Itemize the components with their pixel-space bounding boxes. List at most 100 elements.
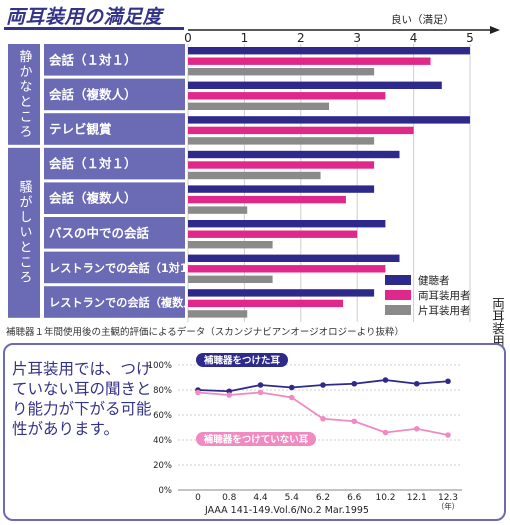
bar-1-6 xyxy=(188,265,386,273)
x-tick-label: 1 xyxy=(241,31,249,45)
bar-0-5 xyxy=(188,220,386,228)
legend-swatch xyxy=(385,290,411,300)
data-point-1-2 xyxy=(257,389,264,396)
x-tick-label: 3 xyxy=(353,31,361,45)
category-label: 会話（複数人） xyxy=(49,87,137,102)
x-axis-title: 良い（満足） xyxy=(391,13,454,26)
legend-label: 健聴者 xyxy=(418,274,450,287)
data-point-1-4 xyxy=(320,415,326,422)
bar-1-1 xyxy=(188,92,386,100)
data-point-0-3 xyxy=(288,384,295,391)
bar-0-1 xyxy=(188,81,442,89)
data-point-1-0 xyxy=(195,389,201,396)
legend-item: 健聴者 xyxy=(385,273,450,287)
category-label-box xyxy=(44,113,185,145)
x-tick-label: 0 xyxy=(184,31,192,45)
x-tick-label: 2 xyxy=(297,31,305,45)
x-tick-label: 12.3 xyxy=(438,493,458,503)
category-label-box xyxy=(44,44,185,76)
bar-1-3 xyxy=(188,161,375,169)
footnote: 補聴器１年間使用後の主観的評価によるデータ（スカンジナビアンオージオロジーより抜… xyxy=(6,327,404,338)
data-point-0-2 xyxy=(257,382,264,388)
group-label-box xyxy=(8,147,40,318)
bar-1-7 xyxy=(188,299,344,308)
category-label: 会話（１対１） xyxy=(49,156,137,171)
legend: 健聴者両耳装用者片耳装用者 xyxy=(385,273,505,317)
x-tick-label: 12.1 xyxy=(407,493,427,503)
source-citation: JAAA 141-149.Vol.6/No.2 Mar.1995 xyxy=(205,505,369,516)
x-tick-label: 4 xyxy=(410,31,418,45)
category-label: バスの中での会話 xyxy=(49,225,150,240)
bar-2-3 xyxy=(188,171,321,180)
bar-2-0 xyxy=(188,68,375,76)
category-label-box xyxy=(44,217,185,249)
y-tick-label: 0% xyxy=(159,486,173,496)
data-point-0-4 xyxy=(320,382,326,388)
x-tick-label: 0.8 xyxy=(222,493,237,503)
group-label: 騒がしいところ xyxy=(17,180,33,285)
y-tick-label: 100% xyxy=(148,361,172,371)
data-point-1-5 xyxy=(351,418,358,425)
legend-label: 片耳装用者 xyxy=(418,304,471,317)
x-tick-label: 6.2 xyxy=(316,493,330,503)
data-point-0-5 xyxy=(351,380,358,387)
data-point-1-8 xyxy=(445,432,451,438)
annotation-unaided: 補聴器をつけていない耳 xyxy=(203,434,309,446)
x-tick-label: 5 xyxy=(466,31,474,45)
bar-2-4 xyxy=(188,206,248,214)
legend-swatch xyxy=(385,305,411,315)
series-line-1 xyxy=(197,391,449,436)
data-point-0-7 xyxy=(413,380,420,387)
data-point-1-3 xyxy=(288,394,295,401)
y-tick-label: 60% xyxy=(153,411,172,421)
category-label-box xyxy=(44,182,185,214)
legend-item: 片耳装用者 xyxy=(385,303,471,317)
bar-1-5 xyxy=(188,230,358,238)
y-tick-label: 80% xyxy=(153,386,172,396)
annotation-aided: 補聴器をつけた耳 xyxy=(203,355,281,367)
vertical-note: 両耳装用 xyxy=(490,297,505,347)
x-tick-label: 5.4 xyxy=(285,493,300,503)
category-label: テレビ観賞 xyxy=(49,122,112,137)
bar-2-1 xyxy=(188,102,329,110)
title-underline xyxy=(4,27,184,30)
category-label-box xyxy=(44,251,185,284)
category-label: レストランでの会話（1対1） xyxy=(49,261,199,275)
x-tick-label: 4.4 xyxy=(253,493,268,503)
category-label-box xyxy=(44,78,185,111)
data-point-0-8 xyxy=(445,378,451,385)
bar-0-3 xyxy=(188,150,400,159)
x-axis-label: （年） xyxy=(437,501,460,511)
annotation-box-unaided xyxy=(196,432,316,446)
bar-0-6 xyxy=(188,254,400,262)
category-label: レストランでの会話（複数人） xyxy=(49,296,206,310)
legend-swatch xyxy=(385,275,411,285)
x-tick-label: 0 xyxy=(195,493,201,503)
category-label: 会話（１対１） xyxy=(49,52,137,67)
legend-item: 両耳装用者 xyxy=(385,288,471,302)
y-tick-label: 40% xyxy=(153,436,172,446)
annotation-box-aided xyxy=(196,353,288,367)
page-title: 両耳装用の満足度 xyxy=(6,6,163,28)
y-tick-label: 20% xyxy=(153,461,172,471)
category-label-box xyxy=(44,147,185,180)
data-point-1-6 xyxy=(382,429,389,436)
category-label-box xyxy=(44,286,185,318)
data-point-0-6 xyxy=(382,377,389,383)
panel-message: 片耳装用では、つけていない耳の聞きとり能力が下がる可能性があります。 xyxy=(12,360,152,438)
legend-label: 両耳装用者 xyxy=(418,289,471,302)
bar-2-2 xyxy=(188,137,375,145)
data-point-1-1 xyxy=(226,392,233,398)
bar-1-4 xyxy=(188,195,346,204)
bar-0-7 xyxy=(188,289,375,297)
group-label-box xyxy=(8,44,40,145)
bar-2-5 xyxy=(188,241,273,249)
category-label: 会話（複数人） xyxy=(49,191,137,206)
bar-1-2 xyxy=(188,126,414,135)
bar-2-7 xyxy=(188,310,248,318)
bar-0-4 xyxy=(188,185,375,193)
bar-1-0 xyxy=(188,57,431,65)
bar-2-6 xyxy=(188,275,273,283)
